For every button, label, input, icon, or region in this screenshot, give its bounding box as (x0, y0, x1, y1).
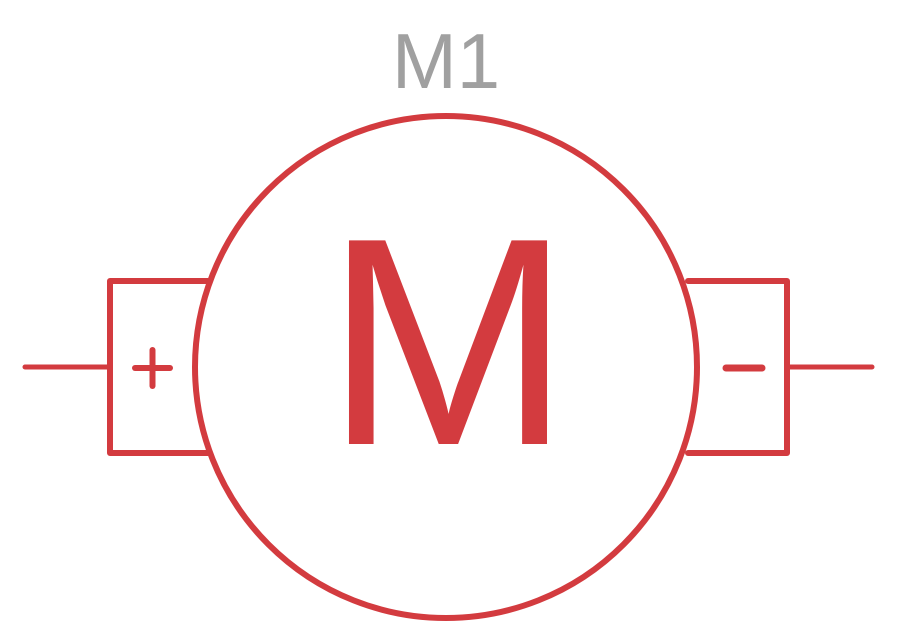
positive-terminal-icon (132, 347, 173, 389)
left-terminal-bracket (107, 278, 211, 456)
motor-body-circle (192, 113, 700, 621)
reference-designator: M1 (392, 17, 500, 105)
right-terminal-bracket (685, 278, 790, 456)
motor-symbol-letter: M (325, 176, 572, 507)
